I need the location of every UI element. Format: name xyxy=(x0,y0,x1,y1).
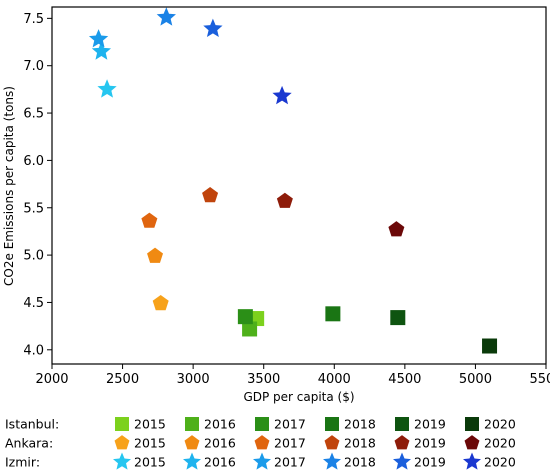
legend-year-label: 2016 xyxy=(204,455,236,470)
data-point xyxy=(237,309,253,325)
x-tick-label: 4500 xyxy=(388,372,421,387)
y-tick-label: 4.5 xyxy=(23,296,44,311)
legend-marker xyxy=(185,417,199,431)
y-tick-label: 6.5 xyxy=(23,107,44,122)
legend-marker xyxy=(114,435,130,450)
x-tick-label: 3500 xyxy=(247,372,280,387)
data-point xyxy=(390,310,406,326)
legend-year-label: 2017 xyxy=(274,436,306,451)
y-tick-label: 6.0 xyxy=(23,154,44,169)
legend-year-label: 2019 xyxy=(414,436,446,451)
x-tick-label: 2500 xyxy=(106,372,139,387)
legend-year-label: 2020 xyxy=(484,436,516,451)
legend-year-label: 2018 xyxy=(344,417,376,432)
legend-marker xyxy=(184,435,200,450)
data-point xyxy=(272,85,292,105)
y-tick-label: 5.5 xyxy=(23,201,44,216)
plot-area xyxy=(88,7,498,354)
plot-frame xyxy=(51,6,547,365)
x-tick-label: 4000 xyxy=(318,372,351,387)
legend-marker xyxy=(255,417,269,431)
data-point xyxy=(156,7,176,26)
data-point xyxy=(88,29,109,48)
legend-series-label: Ankara: xyxy=(5,436,53,451)
legend-year-label: 2015 xyxy=(134,455,166,470)
legend-year-label: 2016 xyxy=(204,436,236,451)
legend-year-label: 2016 xyxy=(204,417,236,432)
series-istanbul xyxy=(237,306,498,354)
data-point xyxy=(97,79,117,98)
legend-marker xyxy=(254,435,270,450)
data-point xyxy=(147,247,164,263)
legend-marker xyxy=(463,452,481,470)
axes: 2000 2500 3000 3500 4000 4500 5000 5500 4.0 4.5 5.… xyxy=(23,6,550,387)
legend-year-label: 2018 xyxy=(344,436,376,451)
legend-marker xyxy=(465,417,479,431)
legend-marker xyxy=(183,452,201,470)
data-point xyxy=(325,306,341,322)
legend-marker xyxy=(393,452,411,470)
legend-marker xyxy=(324,435,340,450)
y-tick-label: 7.0 xyxy=(23,59,44,74)
legend-marker xyxy=(464,435,480,450)
data-point xyxy=(202,187,219,203)
legend-marker xyxy=(394,435,410,450)
x-axis-title: GDP per capita ($) xyxy=(243,390,354,404)
legend-series-label: Istanbul: xyxy=(5,417,59,432)
legend-marker xyxy=(113,452,131,470)
legend-marker xyxy=(323,452,341,470)
x-tick-label: 5000 xyxy=(459,372,492,387)
y-tick-label: 7.5 xyxy=(23,12,44,27)
y-tick-label: 4.0 xyxy=(23,343,44,358)
data-point xyxy=(388,221,405,237)
x-tick-label: 3000 xyxy=(177,372,210,387)
legend-year-label: 2017 xyxy=(274,417,306,432)
data-point xyxy=(203,18,223,37)
x-tick-label: 5500 xyxy=(529,372,550,387)
legend-series-label: Izmir: xyxy=(5,455,40,470)
data-point xyxy=(152,295,169,311)
data-point xyxy=(482,338,498,354)
data-point xyxy=(242,321,258,337)
legend-year-label: 2019 xyxy=(414,417,446,432)
y-tick-label: 5.0 xyxy=(23,249,44,264)
legend-marker xyxy=(395,417,409,431)
series-ankara xyxy=(141,187,405,311)
series-izmir xyxy=(88,7,292,105)
data-point xyxy=(91,41,112,60)
legend-year-label: 2015 xyxy=(134,417,166,432)
legend: Istanbul: 2015 2016 2017 2018 2019 2020 Ankara:… xyxy=(5,417,516,470)
data-point xyxy=(141,212,158,228)
legend-year-label: 2015 xyxy=(134,436,166,451)
legend-year-label: 2017 xyxy=(274,455,306,470)
legend-year-label: 2019 xyxy=(414,455,446,470)
x-tick-label: 2000 xyxy=(35,372,68,387)
y-axis-title: CO2e Emissions per capita (tons) xyxy=(2,86,16,286)
legend-marker xyxy=(115,417,129,431)
data-point xyxy=(276,192,293,208)
legend-marker xyxy=(325,417,339,431)
legend-year-label: 2020 xyxy=(484,417,516,432)
legend-year-label: 2020 xyxy=(484,455,516,470)
legend-year-label: 2018 xyxy=(344,455,376,470)
legend-marker xyxy=(253,452,271,470)
